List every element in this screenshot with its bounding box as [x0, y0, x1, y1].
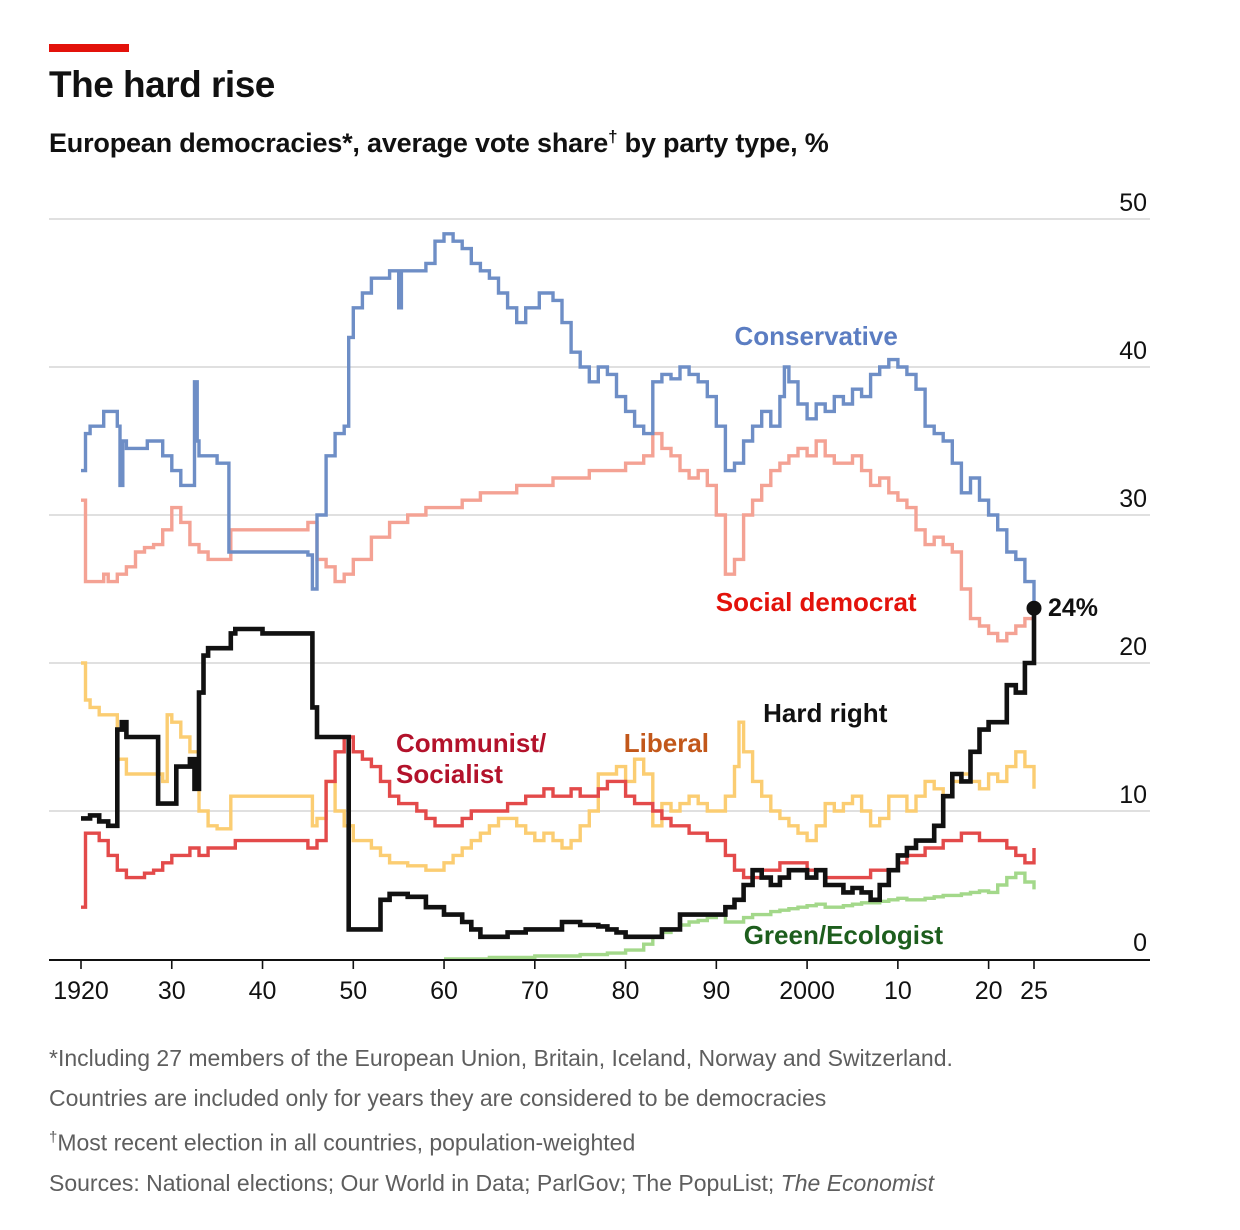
footnotes: *Including 27 members of the European Un…	[49, 1038, 953, 1203]
footnote-election-text: Most recent election in all countries, p…	[57, 1129, 636, 1156]
x-tick-label: 1920	[53, 977, 109, 1005]
subtitle-main: European democracies*, average vote shar…	[49, 128, 609, 158]
x-tick-label: 90	[702, 977, 730, 1005]
gridlines	[49, 218, 1150, 812]
x-tick-label: 10	[884, 977, 912, 1005]
footnote-dagger: †	[49, 1129, 58, 1146]
series-label-line: Social democrat	[716, 587, 917, 617]
series-label-liberal: Liberal	[624, 728, 709, 758]
series-label-line: Hard right	[763, 698, 888, 728]
series-labels: Conservative Social democrat Hard right Lib…	[396, 321, 943, 950]
x-tick-label: 30	[158, 977, 186, 1005]
series-label-conservative: Conservative	[735, 321, 898, 351]
endpoint-label: 24%	[1048, 594, 1098, 622]
x-tick-label: 20	[975, 977, 1003, 1005]
series-label-line: Green/Ecologist	[744, 920, 944, 950]
y-tick-label: 40	[1119, 337, 1147, 365]
x-tick-label: 60	[430, 977, 458, 1005]
series-label-line: Socialist	[396, 759, 503, 789]
line-chart: 0 10 20 30 40 50 1920 30 40 50 60 70 80 90 2000 10 20 25…	[49, 189, 1150, 1005]
x-tick-label: 2000	[779, 977, 835, 1005]
series-line-social-democrat	[81, 431, 1036, 643]
x-tick-label: 40	[249, 977, 277, 1005]
x-tick-label: 70	[521, 977, 549, 1005]
footnote-election: †Most recent election in all countries, …	[49, 1118, 953, 1163]
x-axis-ticks: 1920 30 40 50 60 70 80 90 2000 10 20 25	[53, 960, 1048, 1005]
y-tick-label: 10	[1119, 781, 1147, 809]
y-axis-labels: 0 10 20 30 40 50	[1119, 189, 1147, 957]
y-tick-label: 20	[1119, 633, 1147, 661]
series-line-communist-socialist	[81, 735, 1036, 909]
series-label-line: Communist/	[396, 728, 546, 758]
sources-economist: The Economist	[780, 1169, 935, 1196]
series-label-social-democrat: Social democrat	[716, 587, 917, 617]
series-line-conservative	[81, 232, 1036, 609]
series-lines	[81, 232, 1037, 961]
sources-text: Sources: National elections; Our World i…	[49, 1169, 781, 1196]
series-label-line: Conservative	[735, 321, 898, 351]
subtitle-tail: by party type, %	[617, 128, 829, 158]
series-label-green-ecologist: Green/Ecologist	[744, 920, 944, 950]
accent-bar	[49, 44, 129, 52]
series-label-hard-right: Hard right	[763, 698, 888, 728]
series-line-green-ecologist	[444, 871, 1036, 961]
footnote-members: *Including 27 members of the European Un…	[49, 1045, 953, 1071]
endpoint-dot	[1026, 600, 1042, 616]
subtitle-dagger: †	[608, 127, 618, 146]
series-label-communist-socialist: Communist/Socialist	[396, 728, 546, 789]
x-tick-label: 80	[612, 977, 640, 1005]
series-label-line: Liberal	[624, 728, 709, 758]
chart-subtitle: European democracies*, average vote shar…	[49, 127, 829, 159]
series-line-hard-right	[81, 608, 1037, 940]
x-tick-label: 25	[1020, 977, 1048, 1005]
endpoint-marker: 24%	[1026, 594, 1098, 622]
y-tick-label: 0	[1133, 929, 1147, 957]
chart-title: The hard rise	[49, 64, 275, 105]
series-line-liberal	[81, 661, 1036, 872]
y-tick-label: 30	[1119, 485, 1147, 513]
x-tick-label: 50	[339, 977, 367, 1005]
sources-line: Sources: National elections; Our World i…	[49, 1163, 953, 1203]
footnote-democracies: Countries are included only for years th…	[49, 1085, 827, 1111]
y-tick-label: 50	[1119, 189, 1147, 217]
